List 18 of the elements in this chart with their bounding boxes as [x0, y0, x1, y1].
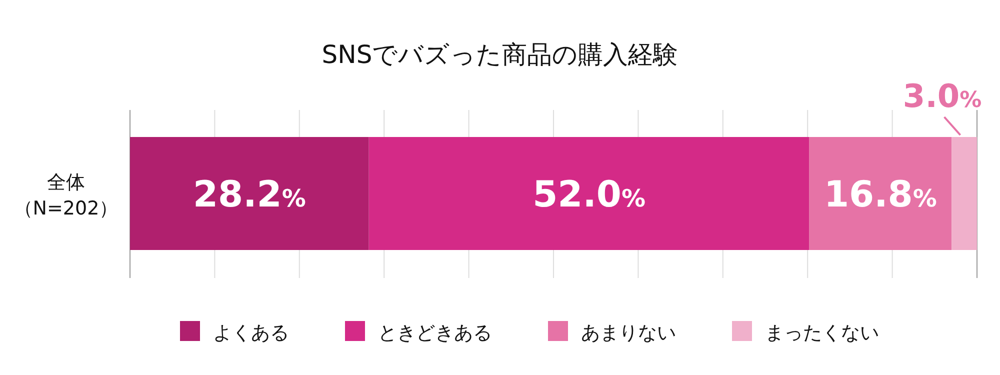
data-label: 16.8%	[824, 174, 937, 216]
y-tick-label: 全体（N=202）	[14, 172, 118, 220]
legend-label: まったくない	[765, 322, 879, 344]
legend-item: あまりない	[548, 321, 676, 344]
bar	[130, 137, 369, 250]
data-label: 28.2%	[192, 174, 306, 216]
bar	[368, 137, 810, 250]
bar	[809, 137, 952, 250]
legend-label: あまりない	[581, 322, 676, 344]
legend-label: ときどきある	[378, 322, 492, 344]
chart-title: SNSでバズった商品の購入経験	[322, 40, 678, 69]
legend-label: よくある	[213, 322, 289, 344]
data-label: 52.0%	[532, 174, 646, 216]
data-label: 3.0%	[902, 77, 982, 115]
legend-item: まったくない	[732, 321, 879, 344]
legend-item: よくある	[180, 321, 289, 344]
legend-item: ときどきある	[345, 321, 492, 344]
bar	[952, 137, 977, 250]
